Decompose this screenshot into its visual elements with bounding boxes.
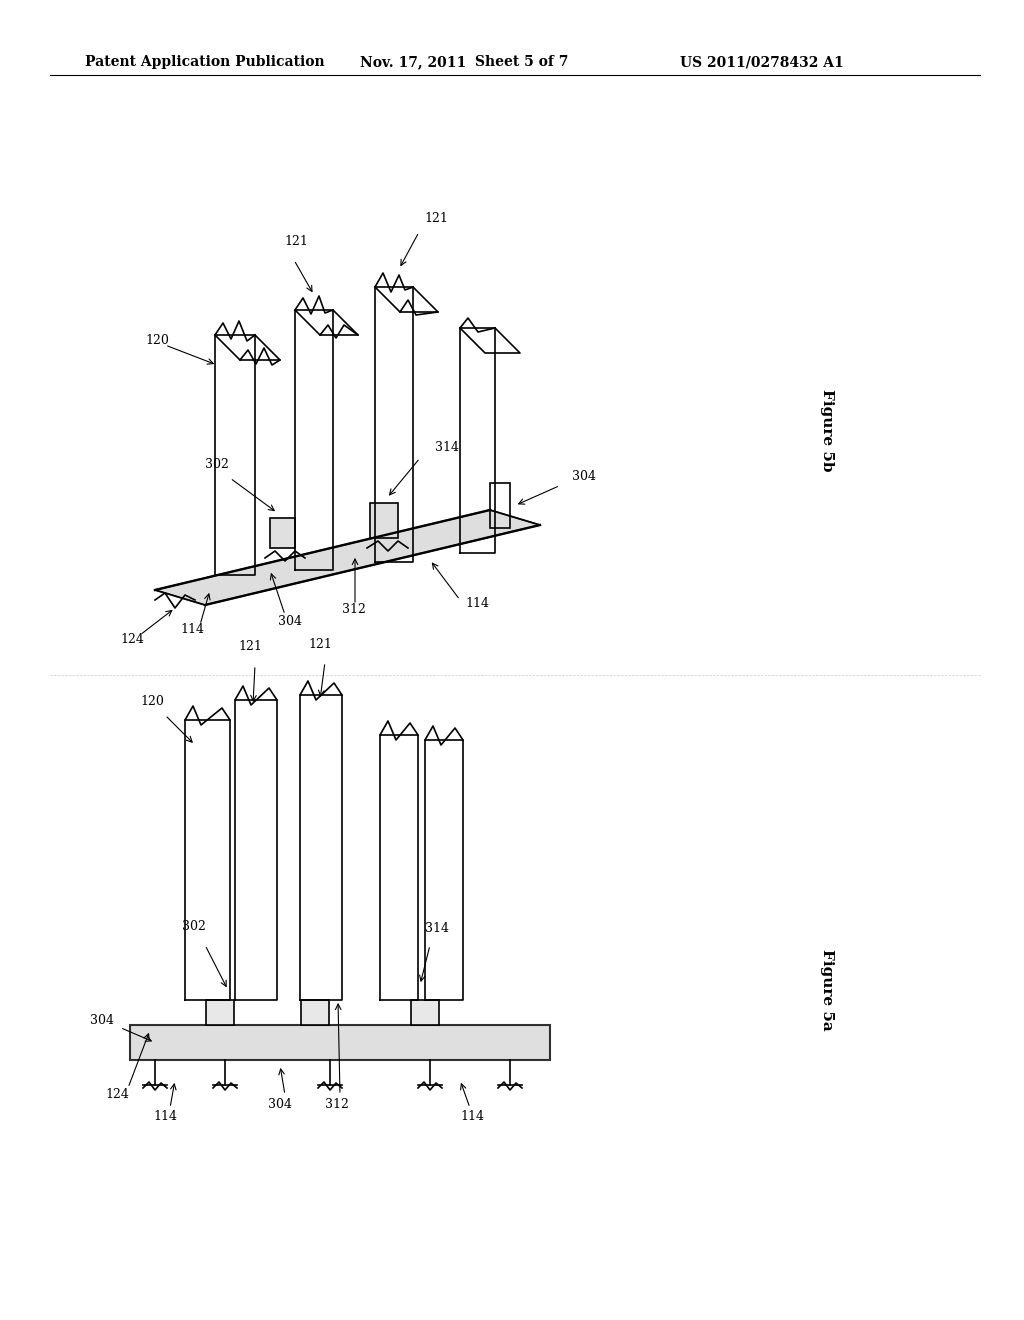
Text: 114: 114 xyxy=(465,597,489,610)
Text: 124: 124 xyxy=(120,634,144,645)
Text: 314: 314 xyxy=(435,441,459,454)
Text: Figure 5a: Figure 5a xyxy=(820,949,834,1031)
Text: US 2011/0278432 A1: US 2011/0278432 A1 xyxy=(680,55,844,69)
Text: 302: 302 xyxy=(182,920,206,933)
Text: 304: 304 xyxy=(268,1098,292,1111)
Bar xyxy=(130,1026,550,1060)
Text: 124: 124 xyxy=(105,1088,129,1101)
Text: Nov. 17, 2011: Nov. 17, 2011 xyxy=(360,55,466,69)
Text: 120: 120 xyxy=(145,334,169,346)
Bar xyxy=(270,517,295,548)
Text: 120: 120 xyxy=(140,696,164,708)
Text: 312: 312 xyxy=(342,603,366,616)
Bar xyxy=(490,483,510,528)
Text: 121: 121 xyxy=(238,640,262,653)
Text: Patent Application Publication: Patent Application Publication xyxy=(85,55,325,69)
Text: 121: 121 xyxy=(308,638,332,651)
Bar xyxy=(301,1001,329,1026)
Text: 121: 121 xyxy=(424,213,447,224)
Text: 312: 312 xyxy=(325,1098,349,1111)
Text: 304: 304 xyxy=(278,615,302,628)
Text: 314: 314 xyxy=(425,921,449,935)
Bar xyxy=(206,1001,234,1026)
Text: 302: 302 xyxy=(205,458,229,471)
Text: 114: 114 xyxy=(180,623,204,636)
Text: Sheet 5 of 7: Sheet 5 of 7 xyxy=(475,55,568,69)
Bar xyxy=(370,503,398,539)
Text: 114: 114 xyxy=(460,1110,484,1123)
Polygon shape xyxy=(155,510,540,605)
Text: 114: 114 xyxy=(153,1110,177,1123)
Text: 121: 121 xyxy=(284,235,308,248)
Text: Figure 5b: Figure 5b xyxy=(820,389,834,471)
Text: 304: 304 xyxy=(572,470,596,483)
Text: 304: 304 xyxy=(90,1015,114,1027)
Bar xyxy=(411,1001,439,1026)
